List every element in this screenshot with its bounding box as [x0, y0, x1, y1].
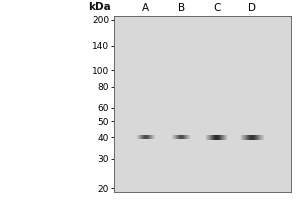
- Text: kDa: kDa: [88, 2, 111, 12]
